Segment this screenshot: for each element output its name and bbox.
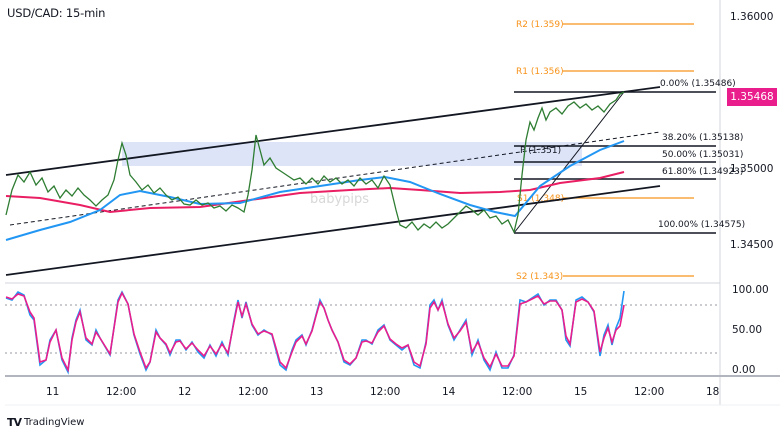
ascending-channel[interactable] [5, 86, 661, 276]
stoch-label-100: 100.00 [732, 284, 769, 296]
price-zone [122, 142, 582, 166]
chart-title: USD/CAD: 15-min [7, 6, 106, 20]
tradingview-logo[interactable]: TV TradingView [7, 416, 84, 429]
watermark: babypips [310, 192, 369, 207]
stoch-label-50: 50.00 [732, 324, 762, 336]
fib-trend-line [513, 91, 625, 234]
pivot-r1-label: R1 (1.356) [516, 67, 564, 77]
time-label: 13 [310, 386, 323, 398]
time-label: 15 [574, 386, 587, 398]
time-label: 18 [706, 386, 719, 398]
stoch-label-0: 0.00 [732, 364, 755, 376]
fibonacci-retracement[interactable]: 0.00% (1.35486) 38.20% (1.35138) 50.00% … [513, 79, 745, 234]
price-series [5, 91, 625, 234]
fast-moving-average [5, 140, 625, 241]
pivot-p-label: P (1.351) [520, 146, 561, 156]
time-label: 12:00 [634, 386, 664, 398]
time-label: 12:00 [238, 386, 268, 398]
time-label: 11 [46, 386, 59, 398]
time-axis[interactable]: 11 12:00 12 12:00 13 12:00 14 12:00 15 1… [46, 386, 719, 398]
time-label: 12 [178, 386, 191, 398]
fib-618-label: 61.80% (1.34923) [662, 167, 743, 177]
time-label: 12:00 [502, 386, 532, 398]
pivot-r2-label: R2 (1.359) [516, 20, 564, 30]
price-label-1-34500: 1.34500 [730, 239, 773, 251]
stochastic-k-line [5, 290, 625, 375]
tradingview-logo-icon: TV [7, 416, 22, 429]
time-label: 12:00 [106, 386, 136, 398]
time-label: 14 [442, 386, 456, 398]
tradingview-logo-text: TradingView [24, 417, 85, 428]
current-price-badge: 1.35468 [727, 88, 777, 106]
pivot-s2-label: S2 (1.343) [516, 272, 563, 282]
stochastic-d-line [5, 291, 625, 373]
fib-0-label: 0.00% (1.35486) [660, 79, 736, 89]
price-label-1-36000: 1.36000 [730, 11, 773, 23]
time-label: 12:00 [370, 386, 400, 398]
fib-100-label: 100.00% (1.34575) [658, 220, 745, 230]
fib-382-label: 38.20% (1.35138) [662, 133, 743, 143]
price-label-1-35000: 1.35000 [730, 163, 773, 175]
fib-50-label: 50.00% (1.35031) [662, 150, 743, 160]
